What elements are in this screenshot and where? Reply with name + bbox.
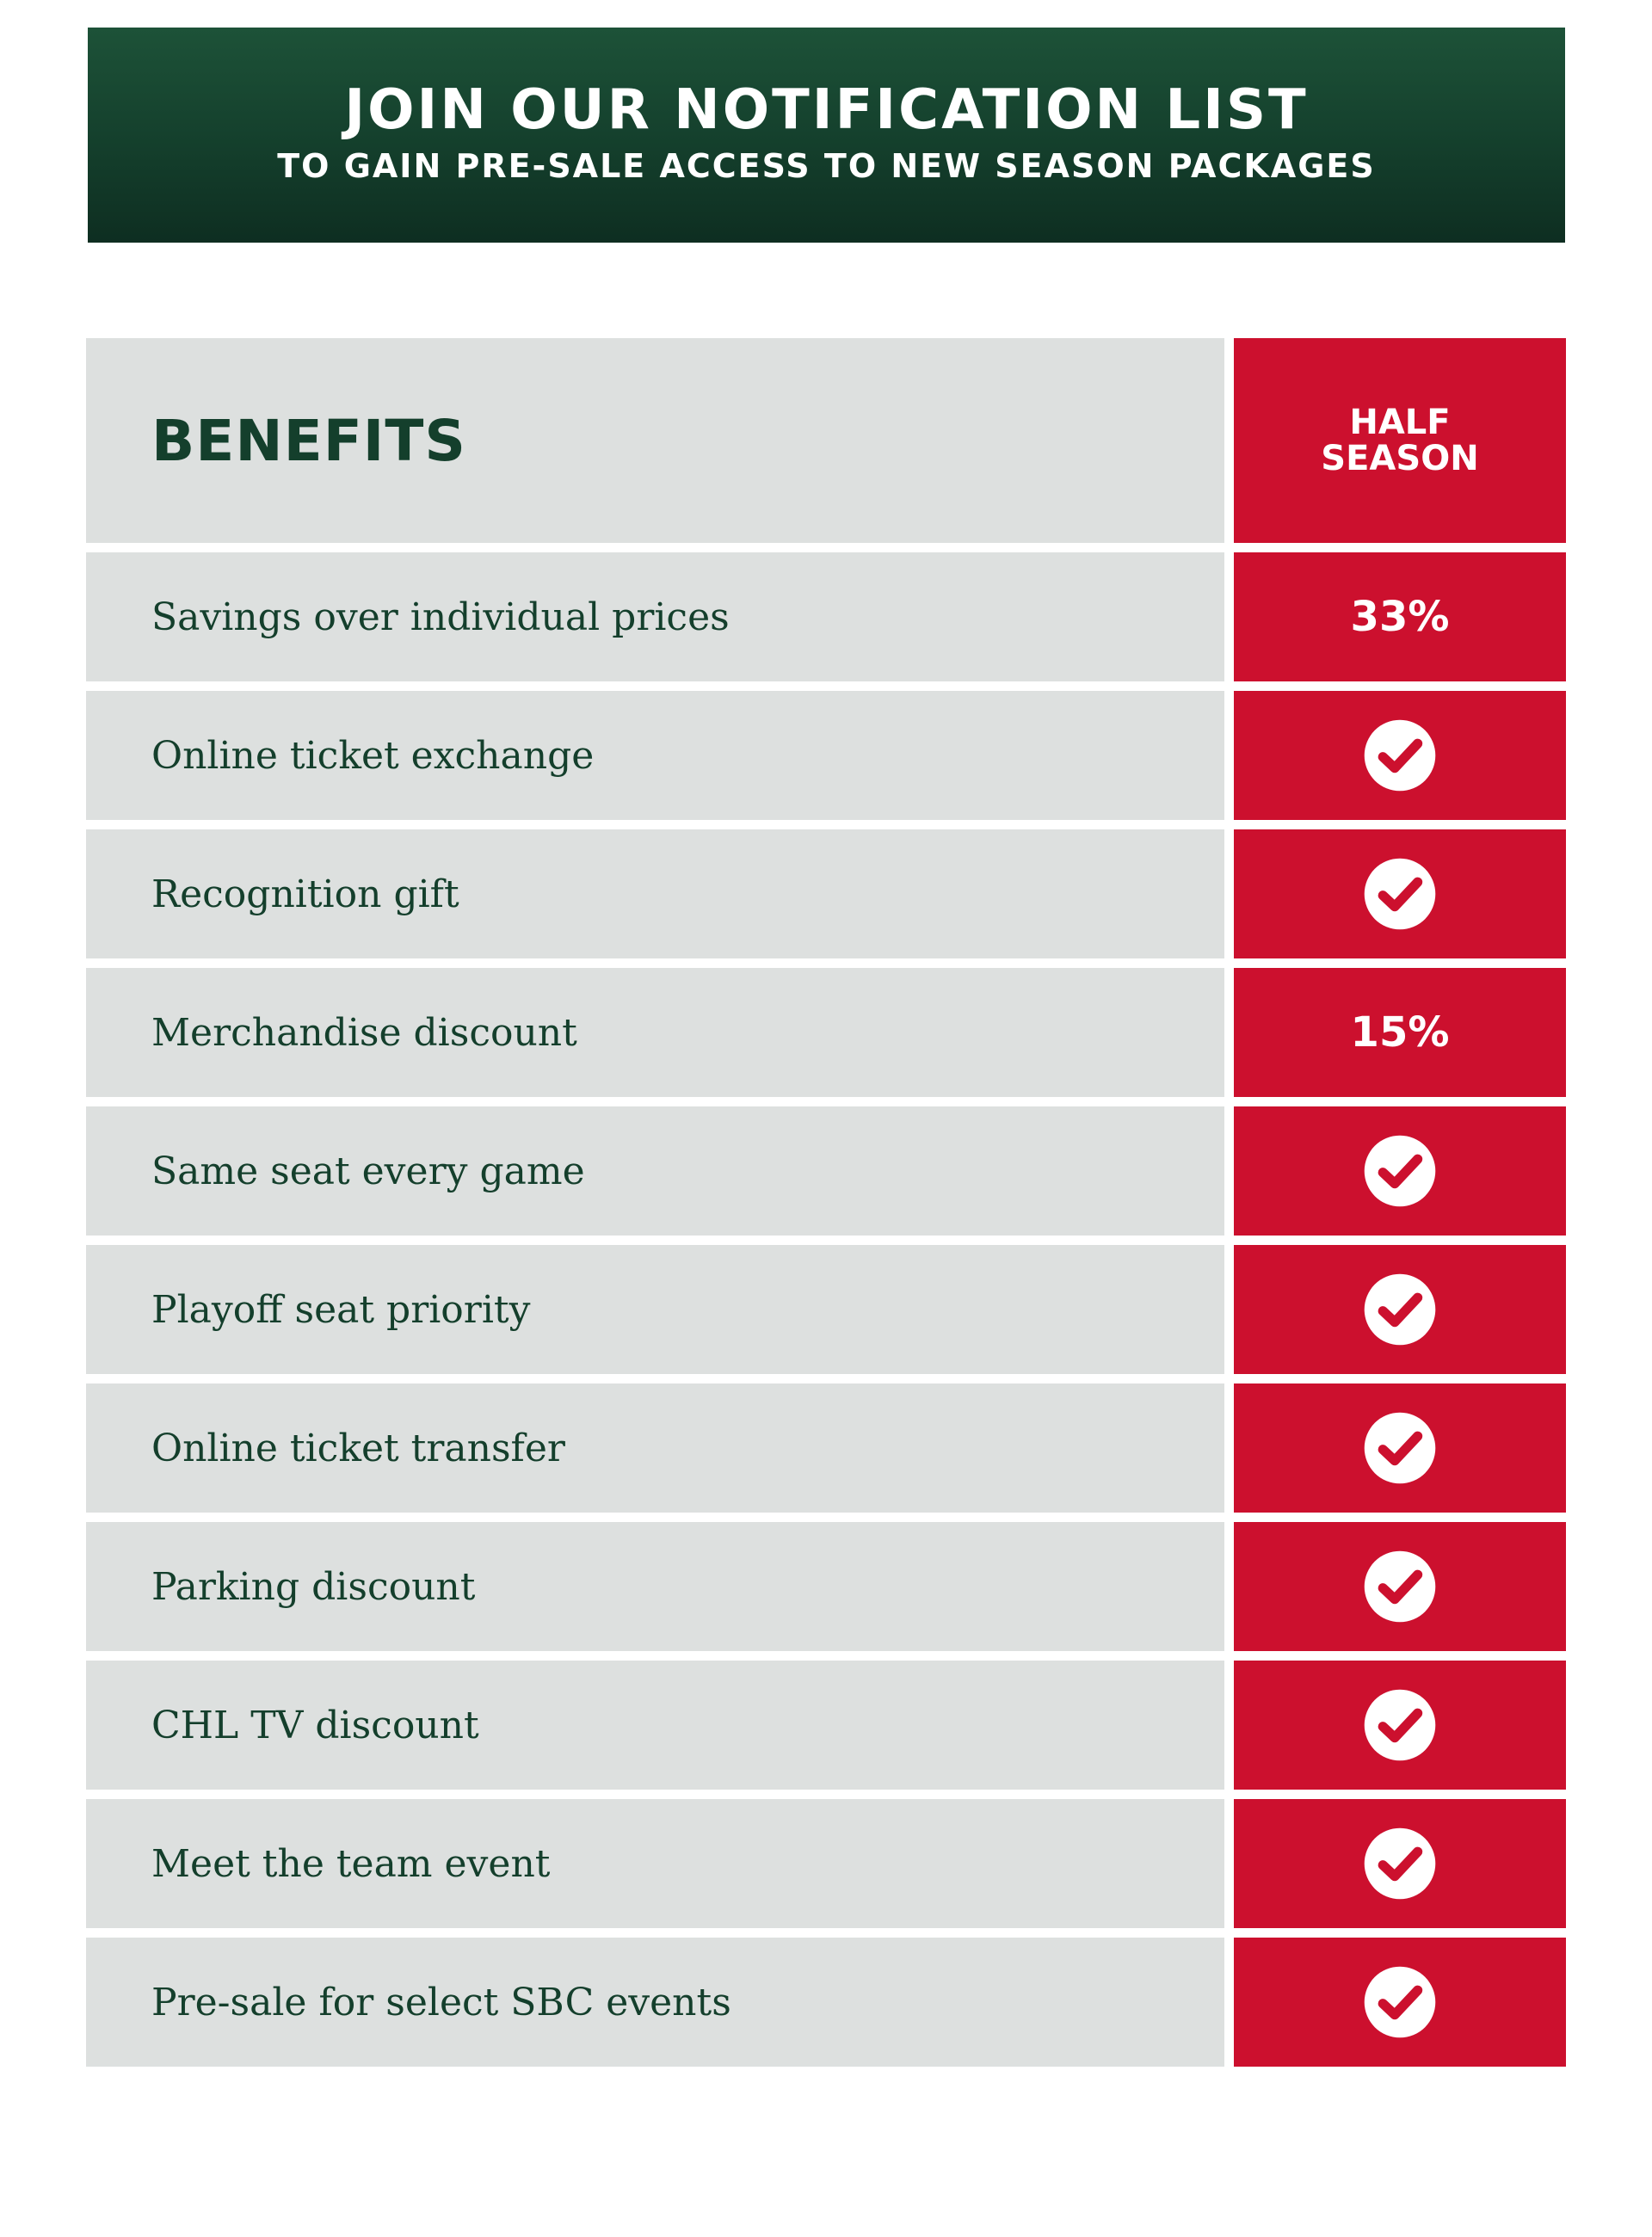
benefits-heading: BENEFITS <box>151 407 466 474</box>
table-row: Pre-sale for select SBC events <box>86 1938 1566 2067</box>
column-divider <box>1224 552 1234 681</box>
check-circle-icon <box>1363 1827 1437 1901</box>
benefit-label: CHL TV discount <box>86 1661 1224 1790</box>
benefit-label: Recognition gift <box>86 829 1224 958</box>
column-divider <box>1224 1383 1234 1513</box>
banner-subtitle: TO GAIN PRE-SALE ACCESS TO NEW SEASON PA… <box>277 147 1376 185</box>
table-row: Playoff seat priority <box>86 1245 1566 1374</box>
table-row: CHL TV discount <box>86 1661 1566 1790</box>
benefit-label: Playoff seat priority <box>86 1245 1224 1374</box>
benefit-percent: 33% <box>1350 593 1450 641</box>
column-divider <box>1224 691 1234 820</box>
column-divider <box>1224 1661 1234 1790</box>
column-divider <box>1224 1938 1234 2067</box>
column-divider <box>1224 338 1234 543</box>
column-divider <box>1224 1245 1234 1374</box>
check-circle-icon <box>1363 1273 1437 1347</box>
check-circle-icon <box>1363 1688 1437 1762</box>
benefit-value-cell <box>1234 1522 1566 1651</box>
benefit-value-cell <box>1234 1799 1566 1928</box>
check-circle-icon <box>1363 857 1437 931</box>
column-divider <box>1224 1522 1234 1651</box>
benefit-value-cell <box>1234 691 1566 820</box>
banner-title: JOIN OUR NOTIFICATION LIST <box>344 78 1309 142</box>
table-body: Savings over individual prices 33% Online … <box>86 552 1566 2067</box>
table-row: Recognition gift <box>86 829 1566 958</box>
check-circle-icon <box>1363 1965 1437 2039</box>
benefit-value-cell: 33% <box>1234 552 1566 681</box>
benefit-value-cell <box>1234 1245 1566 1374</box>
benefit-label: Online ticket exchange <box>86 691 1224 820</box>
benefit-value-cell <box>1234 1661 1566 1790</box>
benefit-value-cell <box>1234 1938 1566 2067</box>
column-divider <box>1224 829 1234 958</box>
benefit-label: Pre-sale for select SBC events <box>86 1938 1224 2067</box>
table-row: Online ticket exchange <box>86 691 1566 820</box>
table-row: Meet the team event <box>86 1799 1566 1928</box>
check-circle-icon <box>1363 1550 1437 1624</box>
table-row: Savings over individual prices 33% <box>86 552 1566 681</box>
benefit-value-cell <box>1234 829 1566 958</box>
plan-heading: HALF SEASON <box>1321 403 1479 478</box>
benefit-percent: 15% <box>1350 1008 1450 1057</box>
benefit-label: Meet the team event <box>86 1799 1224 1928</box>
check-circle-icon <box>1363 718 1437 792</box>
benefits-table: BENEFITS HALF SEASON Savings over indivi… <box>86 338 1566 2076</box>
benefit-label: Parking discount <box>86 1522 1224 1651</box>
plan-heading-cell: HALF SEASON <box>1234 338 1566 543</box>
benefit-label: Savings over individual prices <box>86 552 1224 681</box>
column-divider <box>1224 1799 1234 1928</box>
benefit-label: Same seat every game <box>86 1106 1224 1236</box>
table-row: Parking discount <box>86 1522 1566 1651</box>
table-row: Online ticket transfer <box>86 1383 1566 1513</box>
column-divider <box>1224 1106 1234 1236</box>
notification-banner[interactable]: JOIN OUR NOTIFICATION LIST TO GAIN PRE-S… <box>88 28 1565 243</box>
benefit-value-cell: 15% <box>1234 968 1566 1097</box>
benefit-label: Merchandise discount <box>86 968 1224 1097</box>
check-circle-icon <box>1363 1411 1437 1485</box>
benefit-value-cell <box>1234 1383 1566 1513</box>
column-divider <box>1224 968 1234 1097</box>
benefit-value-cell <box>1234 1106 1566 1236</box>
benefits-heading-cell: BENEFITS <box>86 338 1224 543</box>
check-circle-icon <box>1363 1134 1437 1208</box>
table-row: Same seat every game <box>86 1106 1566 1236</box>
benefit-label: Online ticket transfer <box>86 1383 1224 1513</box>
table-row: Merchandise discount 15% <box>86 968 1566 1097</box>
table-header-row: BENEFITS HALF SEASON <box>86 338 1566 543</box>
